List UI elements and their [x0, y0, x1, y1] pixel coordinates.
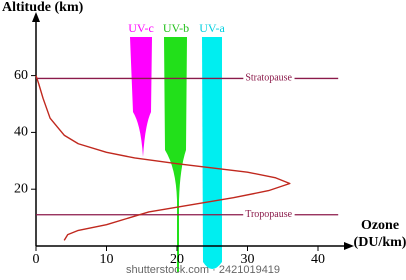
x-axis-label: (DU/km): [354, 235, 406, 250]
band-label: UV-b: [163, 21, 189, 35]
y-tick-label: 40: [14, 125, 28, 140]
x-tick-label: 40: [311, 252, 325, 267]
x-tick-label: 0: [33, 252, 40, 267]
uv-b-band: [164, 37, 187, 272]
band-label: UV-c: [128, 21, 154, 35]
y-axis-arrow: [32, 12, 40, 22]
x-axis-label: Ozone: [361, 218, 399, 233]
x-axis-arrow: [344, 242, 354, 250]
annotation-label: Stratopause: [245, 73, 292, 84]
annotation-bg: [243, 209, 295, 221]
y-axis-label: Altitude (km): [2, 0, 84, 15]
uv-a-band: [202, 37, 222, 269]
uv-c-band: [130, 37, 152, 157]
watermark: shutterstock.com · 2421019419: [126, 264, 280, 276]
ozone-line: [35, 75, 291, 241]
y-tick-label: 20: [14, 181, 28, 196]
x-tick-label: 20: [170, 252, 184, 267]
band-label: UV-a: [199, 21, 225, 35]
x-tick-label: 30: [241, 252, 255, 267]
annotation-label: Tropopause: [245, 209, 292, 220]
y-tick-label: 60: [14, 68, 28, 83]
annotation-bg: [243, 72, 295, 84]
x-tick-label: 10: [100, 252, 114, 267]
